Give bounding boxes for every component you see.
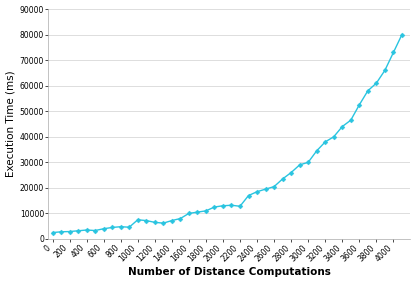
X-axis label: Number of Distance Computations: Number of Distance Computations: [128, 267, 331, 277]
Y-axis label: Execution Time (ms): Execution Time (ms): [5, 71, 15, 177]
